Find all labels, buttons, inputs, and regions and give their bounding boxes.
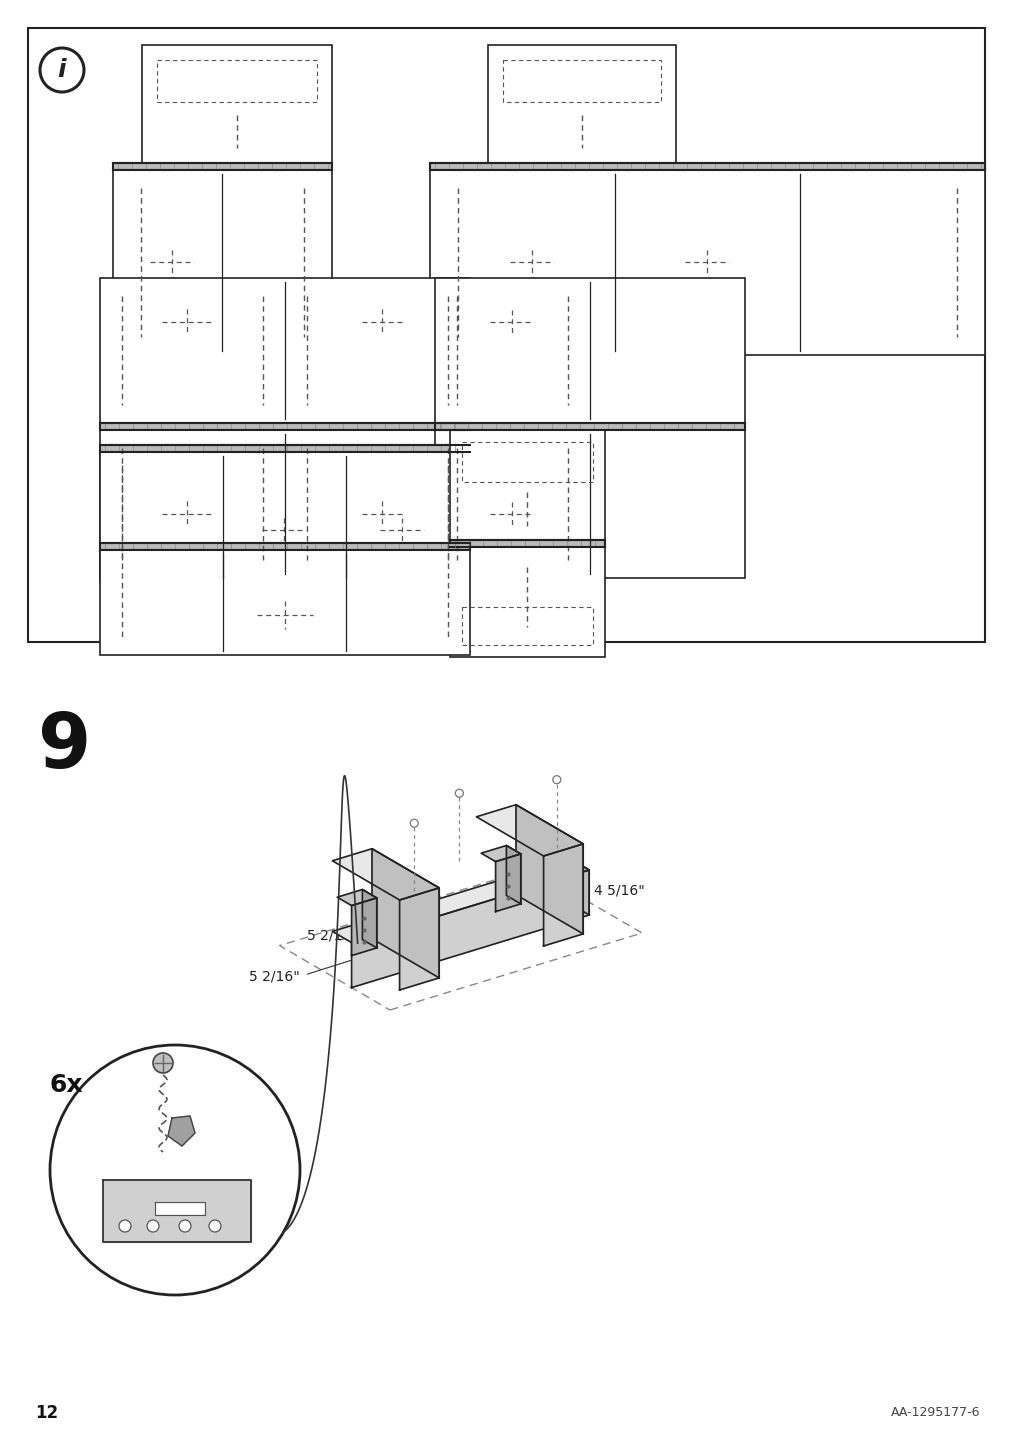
Polygon shape — [103, 1180, 251, 1242]
Polygon shape — [337, 889, 376, 905]
Text: AA-1295177-6: AA-1295177-6 — [890, 1406, 979, 1419]
Bar — [100, 422, 469, 430]
Bar — [487, 44, 675, 163]
Text: 5 2/16": 5 2/16" — [306, 929, 357, 942]
Polygon shape — [543, 843, 582, 947]
Text: 4 5/16": 4 5/16" — [516, 884, 566, 898]
Text: i: i — [58, 59, 67, 82]
Polygon shape — [372, 849, 439, 978]
Circle shape — [455, 789, 463, 798]
Bar — [450, 547, 605, 657]
Polygon shape — [155, 1201, 205, 1214]
Text: 4 5/16": 4 5/16" — [593, 884, 644, 898]
Circle shape — [209, 1220, 220, 1232]
Bar — [113, 163, 332, 170]
Circle shape — [50, 1045, 299, 1295]
Polygon shape — [476, 805, 582, 856]
Bar — [430, 170, 984, 355]
Bar — [450, 540, 605, 547]
Bar — [435, 430, 744, 579]
Bar — [100, 550, 469, 654]
Circle shape — [153, 1053, 173, 1073]
Circle shape — [147, 1220, 159, 1232]
Polygon shape — [569, 859, 588, 915]
Bar — [142, 44, 332, 163]
Text: 5 2/16": 5 2/16" — [249, 969, 299, 984]
Bar — [430, 163, 984, 170]
Text: 6x: 6x — [50, 1073, 84, 1097]
Bar — [28, 29, 984, 642]
Polygon shape — [351, 898, 376, 955]
Polygon shape — [332, 859, 588, 942]
Circle shape — [179, 1220, 191, 1232]
Bar — [435, 278, 744, 422]
Bar — [100, 278, 469, 422]
Bar — [113, 170, 332, 355]
Bar — [100, 453, 469, 581]
Polygon shape — [351, 871, 588, 988]
Text: 9: 9 — [38, 710, 91, 783]
Bar — [100, 445, 469, 453]
Polygon shape — [332, 849, 439, 899]
Polygon shape — [168, 1116, 195, 1146]
Text: 12: 12 — [35, 1403, 58, 1422]
Bar — [435, 422, 744, 430]
Polygon shape — [516, 805, 582, 934]
Polygon shape — [362, 889, 376, 948]
Polygon shape — [480, 845, 521, 862]
Circle shape — [552, 776, 560, 783]
Bar — [100, 543, 469, 550]
Polygon shape — [495, 853, 521, 912]
Circle shape — [119, 1220, 130, 1232]
Polygon shape — [506, 845, 521, 904]
Bar — [450, 430, 605, 540]
Bar — [100, 430, 469, 579]
Polygon shape — [399, 888, 439, 990]
Circle shape — [409, 819, 418, 828]
